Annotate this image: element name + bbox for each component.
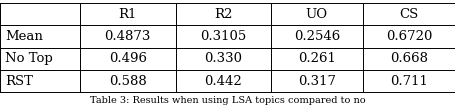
Text: Mean: Mean xyxy=(5,30,43,43)
Text: 0.588: 0.588 xyxy=(109,75,146,88)
Text: R2: R2 xyxy=(214,8,232,21)
Text: R1: R1 xyxy=(118,8,136,21)
Text: No Top: No Top xyxy=(5,52,53,65)
Text: RST: RST xyxy=(5,75,33,88)
Text: 0.6720: 0.6720 xyxy=(385,30,431,43)
Text: UO: UO xyxy=(305,8,327,21)
Text: 0.711: 0.711 xyxy=(389,75,427,88)
Text: 0.496: 0.496 xyxy=(108,52,147,65)
Text: 0.442: 0.442 xyxy=(204,75,242,88)
Text: 0.4873: 0.4873 xyxy=(104,30,151,43)
Text: 0.668: 0.668 xyxy=(389,52,427,65)
Text: 0.330: 0.330 xyxy=(204,52,242,65)
Text: 0.261: 0.261 xyxy=(297,52,335,65)
Text: 0.3105: 0.3105 xyxy=(200,30,246,43)
Text: 0.2546: 0.2546 xyxy=(293,30,339,43)
Text: CS: CS xyxy=(399,8,418,21)
Text: 0.317: 0.317 xyxy=(297,75,335,88)
Text: Table 3: Results when using LSA topics compared to no: Table 3: Results when using LSA topics c… xyxy=(90,96,365,105)
